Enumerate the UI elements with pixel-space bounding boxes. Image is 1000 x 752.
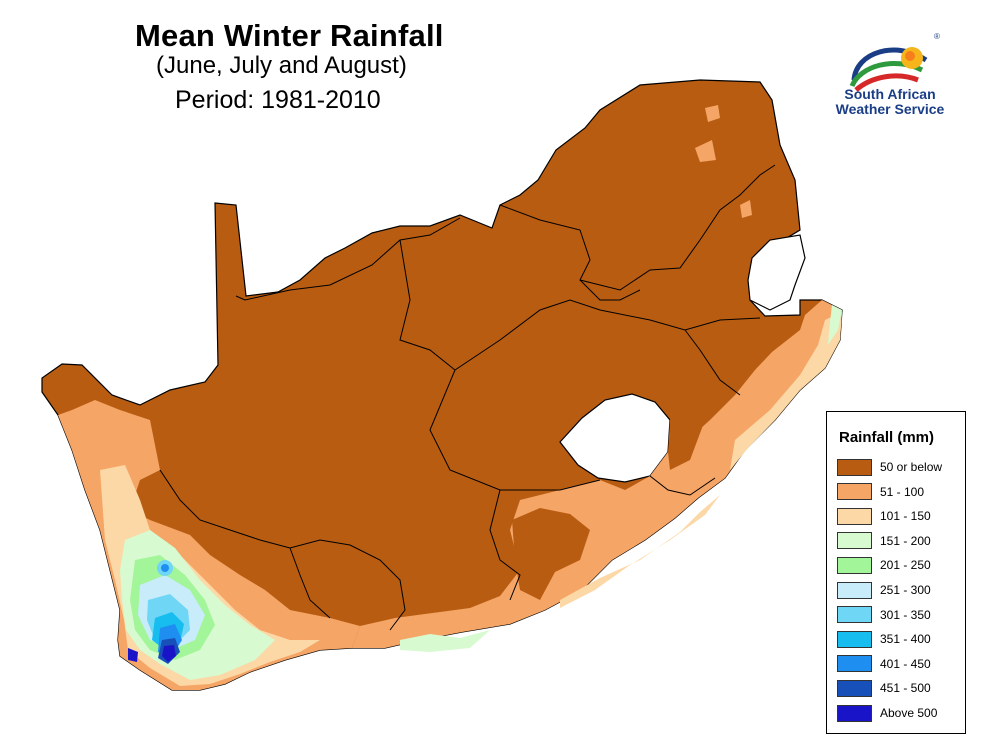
province-boundaries [159, 164, 776, 631]
legend-swatch [837, 458, 872, 476]
dry-patch-south [512, 508, 590, 600]
legend-label: 451 - 500 [880, 681, 931, 696]
dry-patch-drakensberg [668, 335, 755, 470]
north-east-light-patch-2 [695, 140, 716, 162]
legend: Rainfall (mm) 50 or below 51 - 100 101 - 1… [826, 411, 966, 734]
legend-item: 251 - 300 [837, 581, 931, 599]
north-east-light-patch [705, 105, 720, 122]
legend-label: 151 - 200 [880, 533, 931, 548]
western-cape-wettest-zone [162, 645, 176, 662]
eswatini-region [747, 234, 806, 311]
legend-item: 201 - 250 [837, 556, 931, 574]
legend-swatch [837, 630, 872, 648]
logo-line2: Weather Service [835, 101, 945, 117]
map-subtitle: (June, July and August) [156, 52, 407, 79]
map-title: Mean Winter Rainfall [135, 18, 444, 53]
legend-swatch [837, 581, 872, 599]
saws-logo-icon: ® [849, 32, 940, 92]
legend-label: 51 - 100 [880, 484, 925, 499]
south-coast-light-zone [560, 495, 720, 608]
logo-line1: South African [844, 86, 936, 102]
legend-swatch [837, 507, 872, 525]
legend-label: Above 500 [880, 706, 938, 720]
legend-item: 151 - 200 [837, 532, 931, 550]
garden-route-green-zone [400, 630, 490, 652]
legend-label: 251 - 300 [880, 583, 931, 597]
cederberg-wet-core [161, 564, 169, 572]
east-coast-green-zone [828, 305, 842, 345]
legend-swatch [837, 655, 872, 673]
legend-title: Rainfall (mm) [839, 429, 935, 446]
legend-label: 401 - 450 [880, 656, 931, 671]
map-period: Period: 1981-2010 [175, 86, 381, 114]
legend-swatch [837, 679, 872, 697]
east-coast-light-zone [730, 312, 842, 470]
legend-label: 351 - 400 [880, 632, 931, 647]
legend-label: 301 - 350 [880, 607, 931, 622]
legend-item: 401 - 450 [837, 655, 931, 673]
legend-label: 50 or below [880, 460, 943, 474]
legend-label: 201 - 250 [880, 558, 931, 573]
legend-item: Above 500 [837, 704, 937, 722]
cape-peninsula-wet-zone [128, 648, 138, 662]
legend-swatch [837, 483, 872, 501]
legend-item: 301 - 350 [837, 606, 931, 624]
legend-item: 51 - 100 [837, 483, 924, 501]
registered-mark: ® [934, 32, 940, 41]
legend-swatch [837, 704, 872, 722]
legend-swatch [837, 556, 872, 574]
legend-item: 101 - 150 [837, 507, 931, 525]
legend-swatch [837, 606, 872, 624]
legend-item: 451 - 500 [837, 679, 931, 697]
legend-item: 351 - 400 [837, 630, 931, 648]
east-interior-light-patch [740, 200, 752, 218]
legend-item: 50 or below [837, 458, 942, 476]
legend-swatch [837, 532, 872, 550]
logo-text: South African Weather Service [826, 87, 954, 117]
legend-label: 101 - 150 [880, 509, 931, 524]
